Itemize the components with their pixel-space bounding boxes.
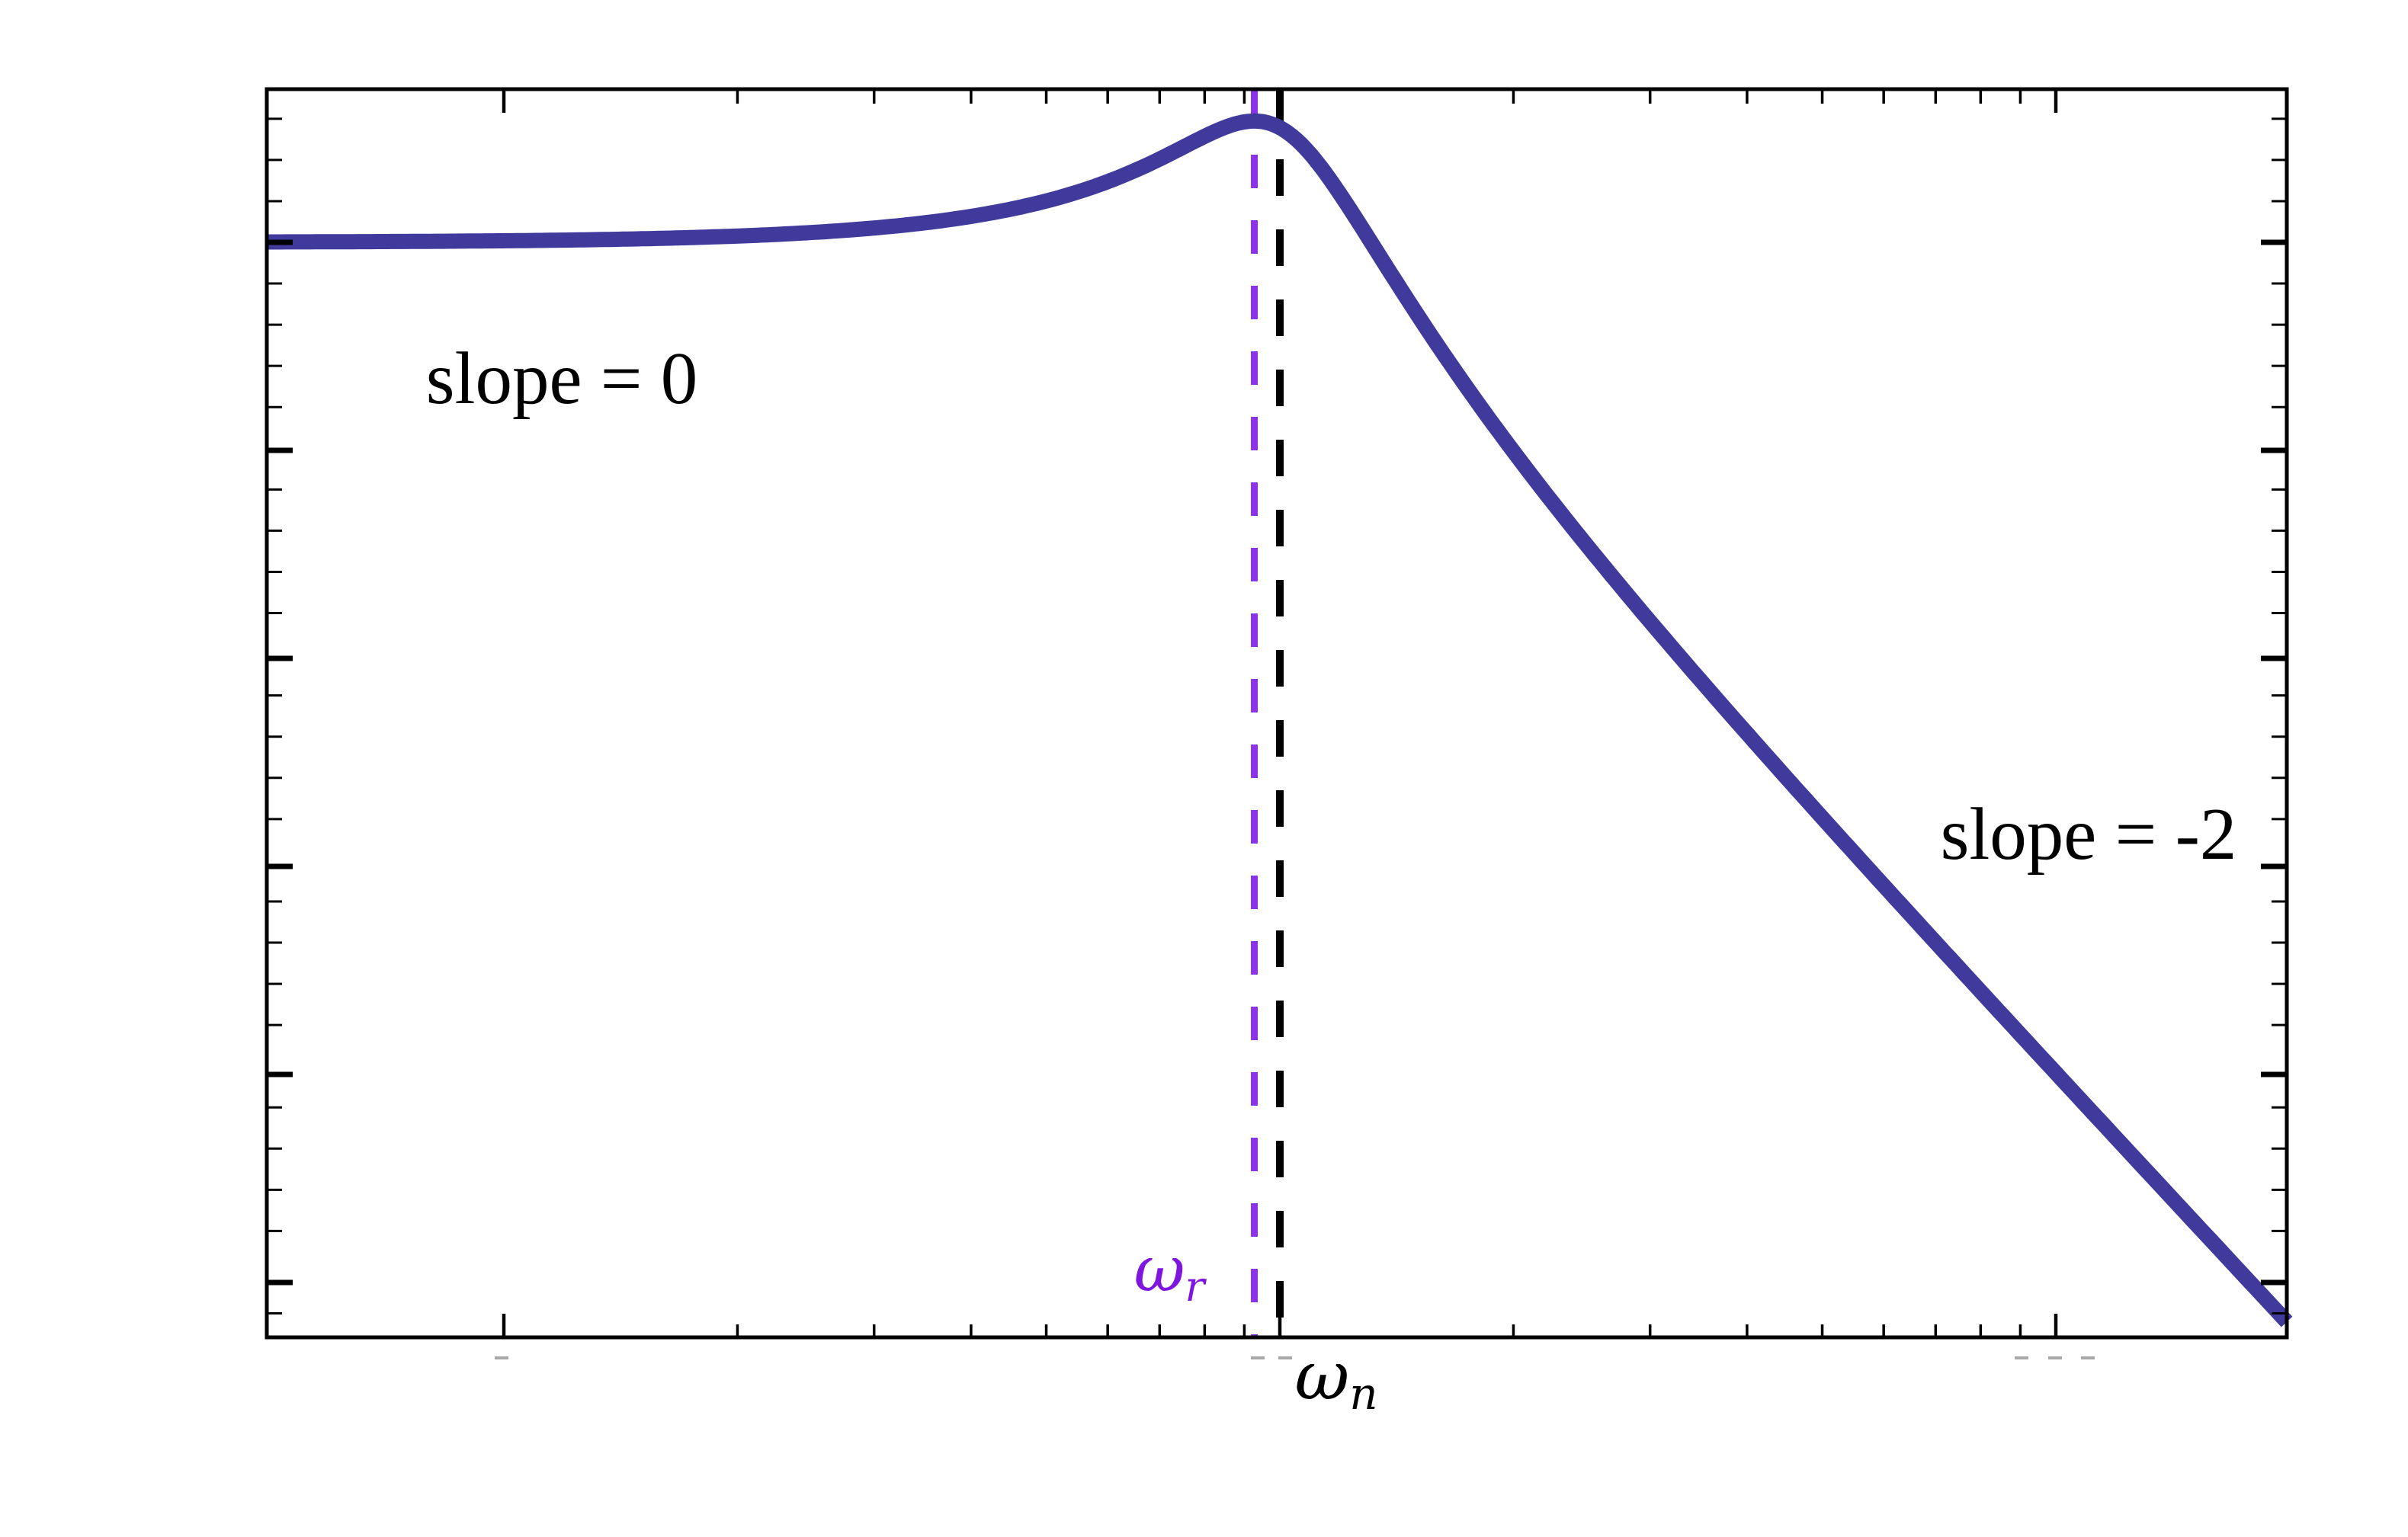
- slope-zero-label: slope = 0: [426, 338, 697, 419]
- omega-n-subscript: n: [1349, 1368, 1377, 1420]
- magnitude-curve-group: [264, 113, 2293, 1327]
- y-axis-ticks: [267, 117, 2287, 1315]
- plot-frame: [265, 87, 2289, 1340]
- omega-n-label: ωn: [1294, 1337, 1377, 1420]
- reference-lines: [1251, 89, 1284, 1337]
- slope-minus-two-label: slope = -2: [1941, 793, 2237, 875]
- omega-r-subscript: r: [1185, 1263, 1207, 1311]
- omega-r-label: ωr: [1134, 1234, 1207, 1311]
- omega-r-base: ω: [1134, 1234, 1185, 1306]
- x-axis-ticks: [502, 89, 2058, 1337]
- magnitude-curve: [264, 113, 2293, 1327]
- omega-n-base: ω: [1294, 1337, 1349, 1415]
